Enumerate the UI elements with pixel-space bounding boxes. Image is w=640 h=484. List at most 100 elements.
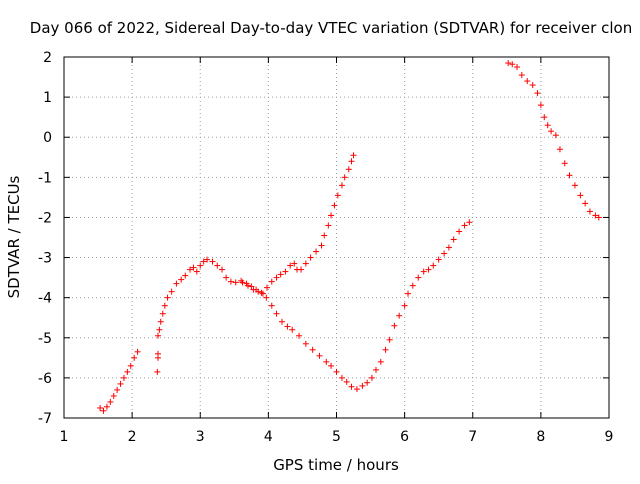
data-point (435, 256, 442, 263)
data-point (219, 266, 226, 273)
y-tick-label: 2 (43, 50, 52, 66)
data-point (154, 368, 161, 375)
data-point (277, 271, 284, 278)
y-axis-label: SDTVAR / TECUs (5, 175, 23, 298)
data-point (193, 268, 200, 275)
data-point (321, 232, 328, 239)
data-point (197, 262, 204, 269)
y-tick-label: 1 (43, 90, 52, 106)
y-tick-label: -7 (38, 411, 52, 427)
data-point (328, 362, 335, 369)
data-point (103, 403, 110, 410)
data-point (556, 146, 563, 153)
data-point (259, 290, 266, 297)
data-point (566, 172, 573, 179)
data-point (155, 332, 162, 339)
x-tick-label: 7 (468, 429, 477, 445)
data-point (209, 258, 216, 265)
data-point (117, 380, 124, 387)
x-tick-label: 4 (264, 429, 273, 445)
data-point (466, 219, 473, 226)
data-point (302, 340, 309, 347)
data-point (382, 346, 389, 353)
data-point (273, 274, 280, 281)
data-point (131, 354, 138, 361)
data-point (509, 61, 516, 68)
data-point (282, 268, 289, 275)
data-point (592, 212, 599, 219)
data-point (273, 310, 280, 317)
data-point (214, 262, 221, 269)
data-point (345, 166, 352, 173)
x-tick-label: 1 (60, 429, 69, 445)
data-point (110, 392, 117, 399)
x-tick-label: 9 (605, 429, 614, 445)
points-layer (97, 60, 602, 414)
data-point (296, 332, 303, 339)
data-point (343, 378, 350, 385)
data-point (328, 212, 335, 219)
y-tick-label: -2 (38, 210, 52, 226)
y-tick-label: 0 (43, 130, 52, 146)
data-point (364, 379, 371, 386)
data-point (264, 284, 271, 291)
data-point (232, 279, 239, 286)
grid-layer (64, 57, 609, 418)
data-point (223, 274, 230, 281)
data-point (268, 278, 275, 285)
data-point (287, 262, 294, 269)
data-point (323, 358, 330, 365)
y-tick-label: -3 (38, 251, 52, 267)
data-point (173, 280, 180, 287)
data-point (338, 182, 345, 189)
data-point (239, 279, 246, 286)
data-point (97, 404, 104, 411)
data-point (307, 254, 314, 261)
data-point (120, 374, 127, 381)
data-point (405, 290, 412, 297)
chart-title: Day 066 of 2022, Sidereal Day-to-day VTE… (30, 19, 632, 37)
data-point (586, 208, 593, 215)
data-point (401, 302, 408, 309)
data-point (529, 82, 536, 89)
data-point (127, 362, 134, 369)
data-point (187, 266, 194, 273)
data-point (248, 283, 255, 290)
data-point (341, 174, 348, 181)
data-point (161, 302, 168, 309)
data-point (168, 288, 175, 295)
data-point (250, 286, 257, 293)
data-point (552, 132, 559, 139)
data-point (318, 242, 325, 249)
data-point (182, 272, 189, 279)
data-point (316, 352, 323, 359)
x-tick-label: 3 (196, 429, 205, 445)
data-point (548, 128, 555, 135)
data-point (268, 302, 275, 309)
data-point (518, 72, 525, 79)
data-point (541, 114, 548, 121)
data-point (430, 262, 437, 269)
data-point (178, 276, 185, 283)
data-point (204, 256, 211, 263)
data-point (514, 64, 521, 71)
data-point (505, 60, 512, 67)
data-point (391, 322, 398, 329)
data-point (386, 336, 393, 343)
x-tick-label: 5 (332, 429, 341, 445)
data-point (289, 326, 296, 333)
data-point (368, 374, 375, 381)
data-point (396, 312, 403, 319)
data-point (334, 192, 341, 199)
data-point (291, 260, 298, 267)
data-point (279, 318, 285, 325)
x-tick-label: 6 (400, 429, 409, 445)
data-point (159, 310, 166, 317)
data-point (595, 214, 602, 221)
data-point (450, 236, 457, 243)
data-point (534, 90, 541, 97)
data-point (338, 374, 345, 381)
x-tick-label: 8 (536, 429, 545, 445)
data-point (571, 182, 578, 189)
data-point (313, 248, 320, 255)
